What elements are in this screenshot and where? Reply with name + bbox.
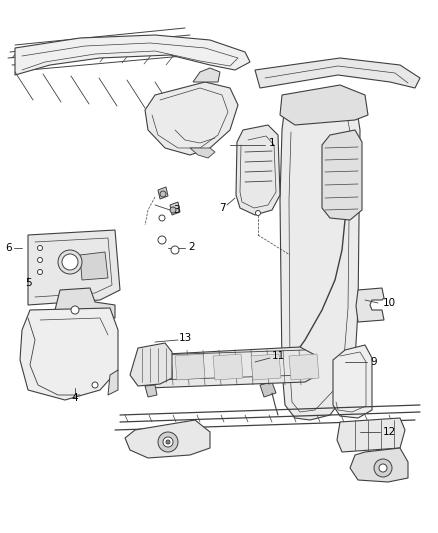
Polygon shape (322, 130, 362, 220)
Polygon shape (28, 230, 120, 305)
Text: 1: 1 (268, 138, 276, 148)
Polygon shape (260, 382, 276, 397)
Text: 3: 3 (173, 205, 179, 215)
Polygon shape (193, 68, 220, 82)
Circle shape (170, 207, 176, 213)
Polygon shape (80, 252, 108, 280)
Circle shape (171, 246, 179, 254)
Polygon shape (255, 58, 420, 88)
Polygon shape (190, 148, 215, 158)
Text: 13: 13 (178, 333, 192, 343)
Polygon shape (280, 355, 298, 374)
Circle shape (38, 246, 42, 251)
Text: 5: 5 (25, 278, 31, 288)
Polygon shape (251, 354, 281, 380)
Text: 11: 11 (272, 351, 285, 361)
Circle shape (92, 382, 98, 388)
Polygon shape (15, 35, 250, 75)
Polygon shape (280, 85, 368, 125)
Polygon shape (138, 347, 318, 388)
Polygon shape (236, 125, 280, 215)
Polygon shape (108, 370, 118, 395)
Text: 10: 10 (382, 298, 396, 308)
Circle shape (158, 432, 178, 452)
Polygon shape (158, 187, 168, 199)
Polygon shape (280, 88, 360, 420)
Circle shape (158, 236, 166, 244)
Circle shape (62, 254, 78, 270)
Text: 9: 9 (371, 357, 377, 367)
Polygon shape (145, 82, 238, 155)
Circle shape (38, 257, 42, 262)
Circle shape (255, 211, 261, 215)
Polygon shape (175, 354, 205, 380)
Polygon shape (213, 354, 243, 380)
Polygon shape (289, 354, 319, 380)
Circle shape (38, 270, 42, 274)
Text: 12: 12 (382, 427, 396, 437)
Circle shape (71, 306, 79, 314)
Polygon shape (350, 448, 408, 482)
Text: 6: 6 (6, 243, 12, 253)
Text: 4: 4 (72, 393, 78, 403)
Text: 2: 2 (189, 242, 195, 252)
Text: 7: 7 (219, 203, 225, 213)
Polygon shape (20, 308, 118, 400)
Polygon shape (145, 385, 157, 397)
Circle shape (379, 464, 387, 472)
Circle shape (159, 215, 165, 221)
Polygon shape (337, 418, 405, 452)
Polygon shape (130, 343, 172, 386)
Circle shape (166, 440, 170, 444)
Polygon shape (55, 288, 115, 328)
Polygon shape (356, 288, 384, 322)
Polygon shape (125, 420, 210, 458)
Circle shape (160, 191, 166, 197)
Circle shape (374, 459, 392, 477)
Circle shape (163, 437, 173, 447)
Polygon shape (170, 202, 180, 215)
Circle shape (58, 250, 82, 274)
Polygon shape (333, 345, 372, 418)
